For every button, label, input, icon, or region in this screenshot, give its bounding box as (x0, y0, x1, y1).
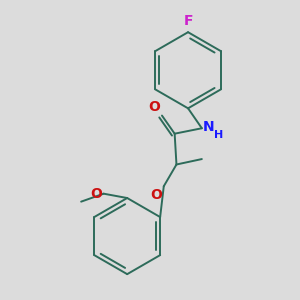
Text: N: N (203, 120, 214, 134)
Text: F: F (183, 14, 193, 28)
Text: O: O (148, 100, 160, 114)
Text: O: O (150, 188, 162, 202)
Text: O: O (90, 187, 102, 201)
Text: H: H (214, 130, 224, 140)
